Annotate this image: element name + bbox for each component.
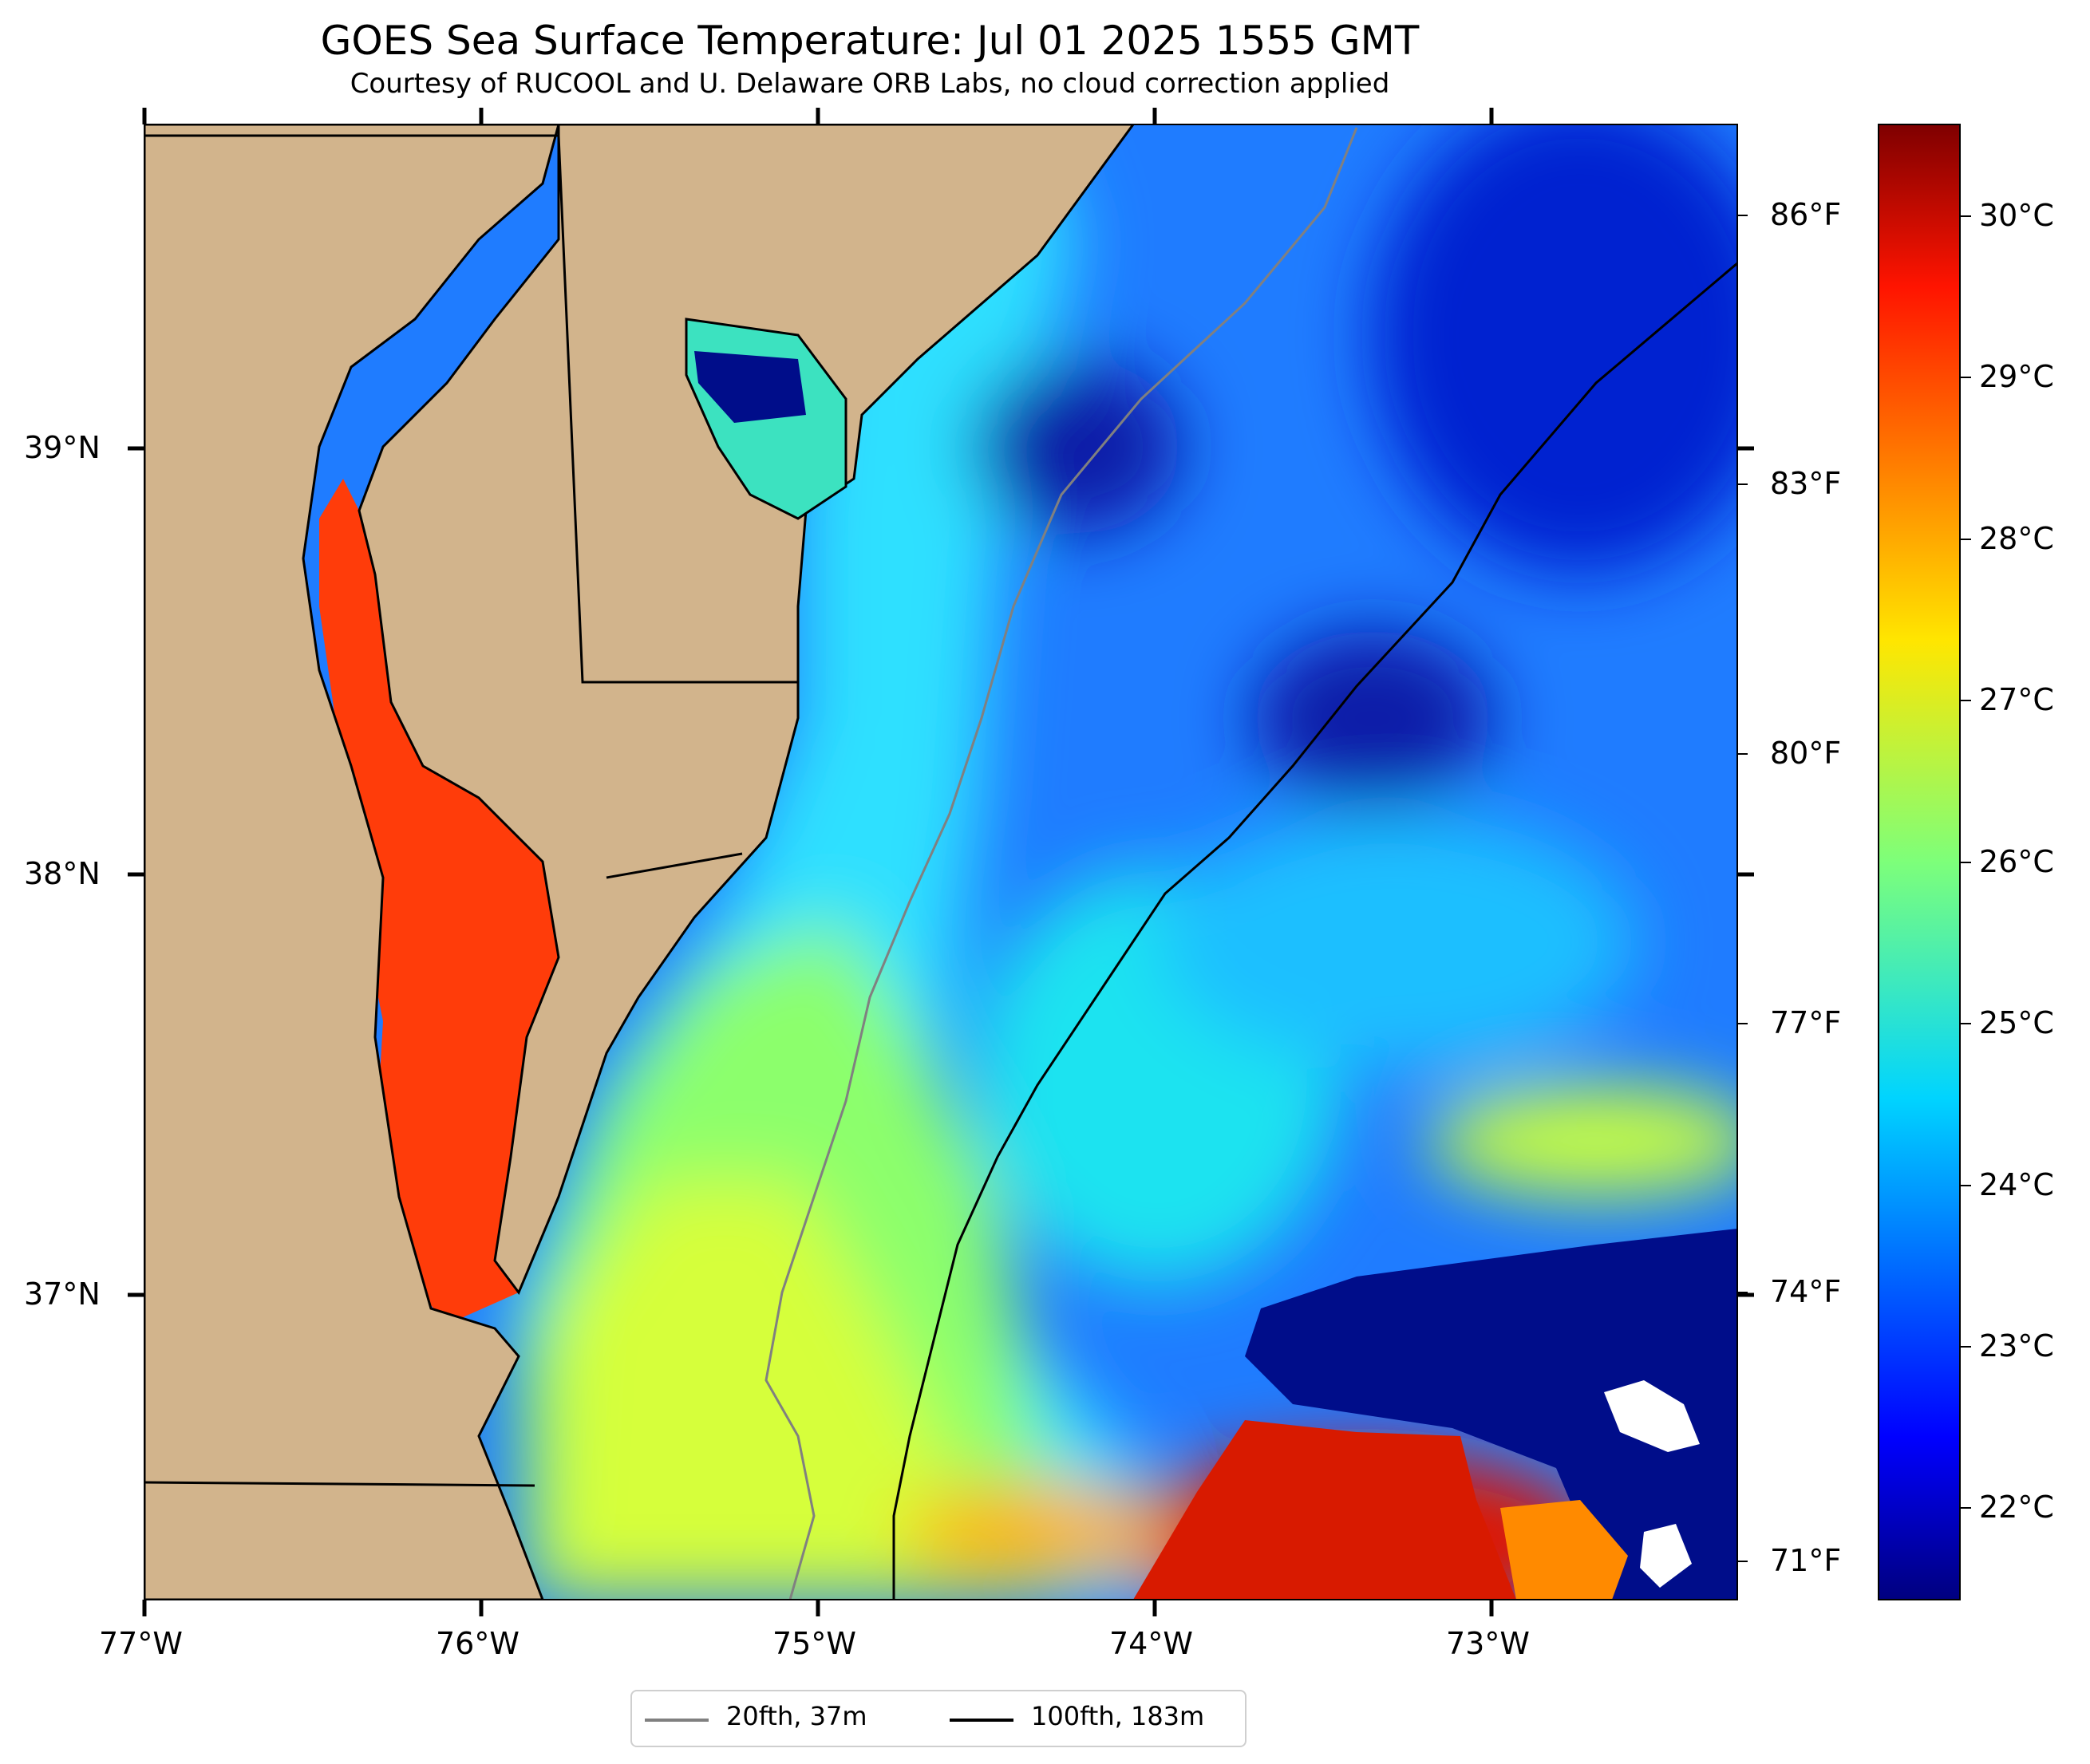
fahrenheit-ticks bbox=[1737, 215, 1748, 1562]
x-tick-label-74w: 74°W bbox=[1109, 1626, 1193, 1661]
cb-label-28: 28°C bbox=[1979, 521, 2054, 556]
f-label-77: 77°F bbox=[1770, 1005, 1842, 1040]
cloud-gap-1 bbox=[1604, 1380, 1700, 1452]
y-ticks bbox=[128, 446, 1754, 1297]
isobath-legend: 20fth, 37m 100fth, 183m bbox=[630, 1690, 1246, 1747]
cb-label-30: 30°C bbox=[1979, 198, 2054, 233]
cb-label-22: 22°C bbox=[1979, 1490, 2054, 1525]
state-border-va-nc bbox=[144, 1481, 535, 1487]
y-tick-label-38n: 38°N bbox=[24, 856, 101, 891]
northeast-cold-zone bbox=[1373, 124, 1737, 574]
cb-label-23: 23°C bbox=[1979, 1328, 2054, 1363]
legend-swatch-20fth bbox=[645, 1719, 709, 1722]
cold-eddy-central bbox=[1253, 630, 1492, 806]
isobath-20fth bbox=[764, 127, 1358, 1600]
southeast-warm-filament bbox=[1133, 1420, 1516, 1600]
f-label-80: 80°F bbox=[1770, 736, 1842, 771]
southeast-cold-water bbox=[1245, 1229, 1737, 1600]
state-border-md-de bbox=[144, 134, 798, 684]
southeast-orange-lobe bbox=[1500, 1500, 1628, 1600]
cb-label-27: 27°C bbox=[1979, 682, 2054, 717]
cold-eddy-north bbox=[974, 359, 1181, 535]
x-tick-label-75w: 75°W bbox=[772, 1626, 856, 1661]
legend-label-100fth: 100fth, 183m bbox=[1031, 1701, 1205, 1731]
offshore-cyan-swirl bbox=[1157, 814, 1636, 1069]
south-warm-edge bbox=[902, 1484, 1173, 1580]
land-eastern-shore bbox=[358, 124, 1135, 1295]
f-label-74: 74°F bbox=[1770, 1274, 1842, 1309]
land-western-shore bbox=[144, 124, 560, 1600]
x-tick-label-77w: 77°W bbox=[99, 1626, 183, 1661]
offshore-green-plume bbox=[1428, 1085, 1737, 1197]
f-label-86: 86°F bbox=[1770, 197, 1842, 232]
legend-label-20fth: 20fth, 37m bbox=[726, 1701, 867, 1731]
x-ticks bbox=[142, 108, 1494, 1616]
isobath-100fth bbox=[892, 262, 1737, 1600]
map-subtitle: Courtesy of RUCOOL and U. Delaware ORB L… bbox=[350, 68, 1390, 100]
state-border-md-va bbox=[606, 852, 743, 879]
y-tick-label-39n: 39°N bbox=[24, 430, 101, 465]
plot-frame bbox=[144, 124, 1738, 1600]
colorbar-ticks bbox=[1960, 215, 1971, 1509]
y-tick-label-37n: 37°N bbox=[24, 1277, 101, 1312]
colorbar bbox=[1878, 124, 1961, 1600]
legend-swatch-100fth bbox=[950, 1719, 1013, 1722]
cb-label-26: 26°C bbox=[1979, 844, 2054, 879]
cb-label-25: 25°C bbox=[1979, 1005, 2054, 1040]
f-label-71: 71°F bbox=[1770, 1543, 1842, 1578]
delaware-bay-cold bbox=[694, 351, 806, 423]
f-label-83: 83°F bbox=[1770, 466, 1842, 501]
x-tick-label-76w: 76°W bbox=[436, 1626, 520, 1661]
shelf-yellow-zone bbox=[543, 1181, 998, 1600]
cb-label-24: 24°C bbox=[1979, 1167, 2054, 1202]
x-tick-label-73w: 73°W bbox=[1446, 1626, 1530, 1661]
cloud-gap-2 bbox=[1640, 1524, 1692, 1588]
map-title: GOES Sea Surface Temperature: Jul 01 202… bbox=[320, 18, 1420, 64]
cb-label-29: 29°C bbox=[1979, 359, 2054, 394]
